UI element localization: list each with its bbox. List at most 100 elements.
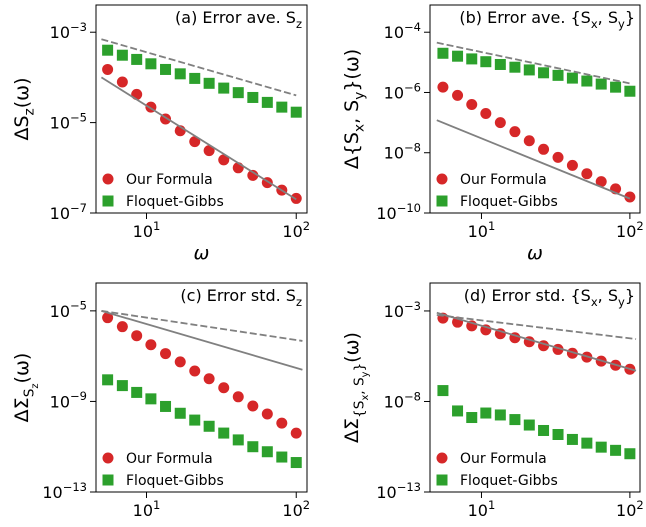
- x-tick-label: 101: [133, 498, 161, 520]
- point: [203, 145, 215, 157]
- point: [160, 348, 172, 360]
- point: [145, 339, 157, 351]
- reference-line: [101, 38, 297, 97]
- point: [566, 433, 578, 445]
- plot-frame: [429, 4, 641, 214]
- y-tick-label: 10−6: [384, 80, 421, 102]
- point: [102, 44, 114, 56]
- x-tick-label: 102: [282, 498, 310, 520]
- x-tick-label: 102: [282, 219, 310, 241]
- point: [466, 98, 478, 110]
- point: [247, 400, 259, 412]
- reference-line: [100, 76, 297, 201]
- point: [480, 56, 492, 68]
- point: [581, 437, 593, 449]
- point: [247, 169, 259, 181]
- point: [509, 414, 521, 426]
- point: [523, 135, 535, 147]
- legend-label: Floquet-Gibbs: [126, 473, 224, 489]
- reference-line: [436, 311, 637, 372]
- y-tick-label: 10−13: [376, 480, 421, 502]
- reference-line: [101, 309, 303, 342]
- x-tick-label: 102: [616, 219, 644, 241]
- y-tick-label: 10−5: [50, 299, 87, 321]
- x-tick-label: 101: [468, 498, 496, 520]
- point: [247, 91, 259, 103]
- legend-marker: [102, 474, 114, 486]
- point: [189, 365, 201, 377]
- point: [595, 176, 607, 188]
- point: [131, 88, 143, 100]
- panel-title: (a) Error ave. Sz: [175, 8, 302, 31]
- legend-label: Our Formula: [126, 172, 213, 188]
- point: [232, 434, 244, 446]
- point: [247, 441, 259, 453]
- reference-line: [101, 309, 303, 371]
- y-tick-label: 10−8: [384, 389, 421, 411]
- point: [610, 444, 622, 456]
- legend-label: Floquet-Gibbs: [460, 194, 558, 210]
- reference-line: [436, 119, 631, 200]
- panel-title: (d) Error std. {Sx, Sy}: [464, 286, 635, 309]
- point: [290, 457, 302, 469]
- y-tick-label: 10−9: [50, 389, 87, 411]
- panel-title: (b) Error ave. {Sx, Sy}: [459, 8, 635, 31]
- point: [145, 58, 157, 70]
- legend-marker: [102, 195, 114, 207]
- point: [174, 68, 186, 80]
- reference-line: [436, 314, 637, 340]
- plot-frame: [95, 4, 308, 214]
- point: [290, 427, 302, 439]
- point: [566, 72, 578, 84]
- point: [552, 428, 564, 440]
- point: [261, 446, 273, 458]
- point: [203, 77, 215, 89]
- y-axis-label: ΔSz(ω): [11, 78, 38, 141]
- x-tick-label: 102: [616, 498, 644, 520]
- point: [595, 78, 607, 90]
- legend-label: Floquet-Gibbs: [126, 194, 224, 210]
- point: [437, 81, 449, 93]
- point: [624, 448, 636, 460]
- point: [131, 53, 143, 65]
- legend-label: Our Formula: [126, 451, 213, 467]
- legend-label: Floquet-Gibbs: [460, 473, 558, 489]
- point: [538, 143, 550, 155]
- point: [552, 69, 564, 81]
- point: [203, 420, 215, 432]
- point: [290, 106, 302, 118]
- plot-frame: [95, 282, 308, 493]
- point: [102, 312, 114, 324]
- point: [276, 451, 288, 463]
- point: [452, 50, 464, 62]
- point: [116, 76, 128, 88]
- point: [131, 386, 143, 398]
- point: [218, 427, 230, 439]
- y-tick-label: 10−7: [50, 201, 87, 223]
- y-axis-label: Δ{Sx, Sy}(ω): [341, 49, 368, 169]
- point: [538, 67, 550, 79]
- point: [102, 63, 114, 75]
- point: [581, 75, 593, 87]
- y-tick-label: 10−3: [50, 20, 87, 42]
- legend-label: Our Formula: [460, 172, 547, 188]
- point: [102, 374, 114, 386]
- reference-line: [436, 41, 631, 85]
- legend-marker: [436, 452, 448, 464]
- x-tick-label: 101: [133, 219, 161, 241]
- point: [189, 72, 201, 84]
- point: [452, 89, 464, 101]
- y-tick-label: 10−8: [384, 141, 421, 163]
- x-axis-label: ω: [527, 242, 543, 264]
- point: [466, 412, 478, 424]
- point: [218, 82, 230, 94]
- point: [232, 87, 244, 99]
- y-tick-label: 10−10: [376, 201, 421, 223]
- point: [276, 417, 288, 429]
- point: [276, 101, 288, 113]
- point: [466, 53, 478, 65]
- legend-marker: [436, 173, 448, 185]
- point: [437, 47, 449, 59]
- legend-marker: [102, 173, 114, 185]
